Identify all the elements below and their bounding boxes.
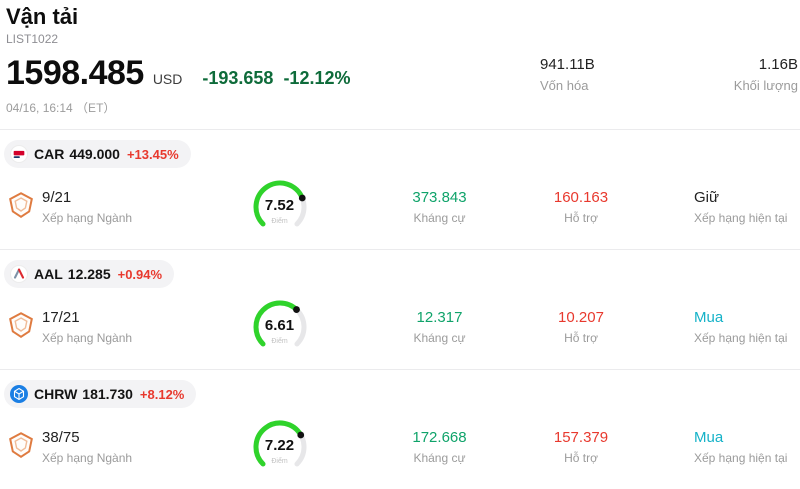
stock-symbol: CHRW — [34, 386, 78, 402]
car-logo-icon — [10, 145, 28, 163]
stock-chip-car[interactable]: CAR 449.000 +13.45% — [4, 140, 191, 168]
list-code: LIST1022 — [6, 32, 59, 46]
rank-badge-icon — [6, 310, 36, 345]
stock-change-percent: +0.94% — [117, 266, 163, 282]
score-gauge: 6.61 Điểm — [237, 297, 323, 357]
quote-panel: 1598.485 USD -193.658 -12.12% 04/16, 16:… — [0, 46, 800, 116]
resistance-value: 12.317 — [416, 309, 463, 326]
aal-logo-icon — [10, 265, 28, 283]
market-cap-label: Vốn hóa — [540, 78, 589, 93]
divider — [0, 129, 800, 130]
current-rating-label: Xếp hạng hiện tại — [694, 211, 788, 225]
stock-row[interactable]: 17/21 Xếp hạng Ngành 6.61 Điểm 12.317 Kh… — [0, 296, 800, 358]
stock-price: 449.000 — [69, 146, 120, 162]
support-value: 157.379 — [553, 429, 609, 446]
rank-badge-icon — [6, 190, 36, 225]
resistance-label: Kháng cự — [413, 211, 466, 225]
volume-value: 1.16B — [758, 56, 798, 73]
price-change: -193.658 — [202, 68, 274, 88]
stock-price: 181.730 — [82, 386, 133, 402]
stock-chip-aal[interactable]: AAL 12.285 +0.94% — [4, 260, 175, 288]
stock-price: 12.285 — [67, 266, 111, 282]
stock-row[interactable]: 38/75 Xếp hạng Ngành 7.22 Điểm 172.668 K… — [0, 416, 800, 478]
stock-symbol: AAL — [34, 266, 63, 282]
score-gauge-arc — [253, 300, 306, 347]
score-value: 7.52 — [264, 197, 295, 214]
score-gauge-arc — [253, 180, 306, 227]
volume-stat: 1.16B Khối lượng — [734, 56, 798, 93]
current-rating-value: Mua — [694, 429, 724, 446]
stock-section-aal: AAL 12.285 +0.94% 17/21 Xếp hạng Ngành 6… — [0, 250, 800, 369]
stock-section-chrw: CHRW 181.730 +8.12% 38/75 Xếp hạng Ngành… — [0, 370, 800, 489]
current-rating-value: Mua — [694, 309, 724, 326]
support-value: 10.207 — [558, 309, 604, 326]
support-label: Hỗ trợ — [564, 211, 598, 225]
stock-section-car: CAR 449.000 +13.45% 9/21 Xếp hạng Ngành … — [0, 130, 800, 249]
industry-rank-label: Xếp hạng Ngành — [42, 451, 133, 465]
rank-badge-icon — [6, 430, 36, 465]
stock-change-percent: +8.12% — [139, 386, 185, 402]
score-gauge-arc — [253, 420, 306, 467]
market-cap-value: 941.11B — [540, 56, 595, 73]
resistance-value: 172.668 — [412, 429, 467, 446]
support-value: 160.163 — [553, 189, 609, 206]
industry-rank-value: 38/75 — [42, 429, 80, 446]
resistance-value: 373.843 — [412, 189, 467, 206]
industry-rank-label: Xếp hạng Ngành — [42, 331, 133, 345]
page-header: Vận tải LIST1022 — [0, 0, 800, 46]
chrw-logo-icon — [10, 385, 28, 403]
score-label: Điểm — [271, 458, 288, 465]
score-label: Điểm — [271, 218, 288, 225]
stock-row[interactable]: 9/21 Xếp hạng Ngành 7.52 Điểm 373.843 Kh… — [0, 176, 800, 238]
currency-label: USD — [152, 71, 183, 87]
stock-change-percent: +13.45% — [126, 146, 179, 162]
stock-chip-chrw[interactable]: CHRW 181.730 +8.12% — [4, 380, 197, 408]
score-value: 7.22 — [264, 437, 295, 454]
divider — [0, 249, 800, 250]
index-price: 1598.485 — [6, 54, 144, 92]
current-rating-label: Xếp hạng hiện tại — [694, 451, 788, 465]
support-label: Hỗ trợ — [564, 451, 598, 465]
industry-rank-value: 17/21 — [42, 309, 80, 326]
current-rating-label: Xếp hạng hiện tại — [694, 331, 788, 345]
volume-label: Khối lượng — [733, 78, 798, 93]
score-gauge: 7.52 Điểm — [237, 177, 323, 237]
price-line: 1598.485 USD -193.658 -12.12% — [6, 54, 794, 92]
current-rating-value: Giữ — [694, 189, 720, 206]
stock-symbol: CAR — [34, 146, 65, 162]
score-value: 6.61 — [264, 317, 295, 334]
quote-timestamp: 04/16, 16:14 （ET） — [6, 101, 116, 115]
industry-rank-value: 9/21 — [42, 189, 72, 206]
page-title: Vận tải — [6, 4, 79, 29]
resistance-label: Kháng cự — [413, 331, 466, 345]
score-label: Điểm — [271, 338, 288, 345]
support-label: Hỗ trợ — [564, 331, 598, 345]
divider — [0, 369, 800, 370]
industry-rank-label: Xếp hạng Ngành — [42, 211, 133, 225]
score-gauge: 7.22 Điểm — [237, 417, 323, 477]
price-change-percent: -12.12% — [283, 68, 351, 88]
market-cap-stat: 941.11B Vốn hóa — [540, 56, 595, 93]
resistance-label: Kháng cự — [413, 451, 466, 465]
